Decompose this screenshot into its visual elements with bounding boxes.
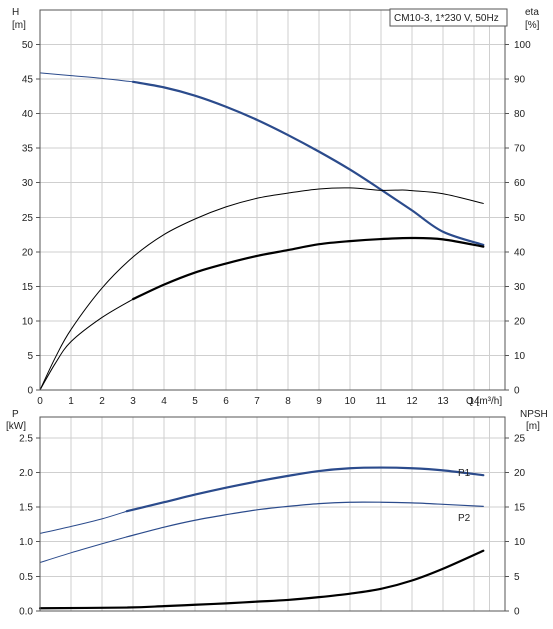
- left-tick-label: 50: [22, 40, 34, 51]
- bottom-left-axis-unit: [kW]: [6, 421, 26, 432]
- left-tick-label: 5: [27, 351, 33, 362]
- top-plot-frame: [39, 9, 506, 391]
- curve-p2-extension: [39, 536, 128, 563]
- left-tick-label: 20: [22, 247, 34, 258]
- top-right-axis-ticks: 0 10 20 30 40 50 60 70 80 90 100: [505, 40, 531, 397]
- top-left-axis-label: H: [12, 7, 19, 18]
- right-tick-label: 60: [514, 178, 526, 189]
- right-tick-label: 40: [514, 247, 526, 258]
- top-grid: [39, 10, 505, 391]
- curve-npsh: [38, 549, 485, 610]
- top-x-axis-unit: Q [m³/h]: [466, 396, 502, 407]
- left-tick-label: 45: [22, 75, 34, 86]
- bottom-right-axis-label: NPSH: [520, 409, 548, 420]
- x-tick-label: 10: [344, 396, 356, 407]
- right-tick-label: 5: [514, 572, 520, 583]
- top-right-axis-unit: [%]: [525, 20, 540, 31]
- top-right-axis-label: eta: [525, 7, 539, 18]
- legend-text: CM10-3, 1*230 V, 50Hz: [394, 13, 499, 24]
- curve-eta_bold: [131, 236, 485, 301]
- top-x-axis-ticks: 0 1 2 3 4 5 6 7 8 9 10 11 12 13 14: [37, 396, 480, 407]
- left-tick-label: 0.0: [19, 607, 33, 618]
- x-tick-label: 2: [99, 396, 105, 407]
- curve-head: [131, 80, 485, 247]
- left-tick-label: 25: [22, 213, 34, 224]
- x-tick-label: 12: [406, 396, 418, 407]
- left-tick-label: 2.5: [19, 433, 33, 444]
- bottom-curves: [38, 466, 485, 610]
- left-tick-label: 0: [27, 386, 33, 397]
- left-tick-label: 0.5: [19, 572, 33, 583]
- right-tick-label: 100: [514, 40, 531, 51]
- right-tick-label: 30: [514, 282, 526, 293]
- x-tick-label: 7: [254, 396, 260, 407]
- left-tick-label: 15: [22, 282, 34, 293]
- top-left-axis-unit: [m]: [12, 20, 26, 31]
- left-tick-label: 30: [22, 178, 34, 189]
- right-tick-label: 0: [514, 607, 520, 618]
- series-label-p1: P1: [458, 468, 471, 479]
- top-left-axis-ticks: 0 5 10 15 20 25 30 35 40 45 50: [22, 40, 40, 397]
- right-tick-label: 20: [514, 468, 526, 479]
- curve-p2: [126, 501, 484, 538]
- right-tick-label: 0: [514, 386, 520, 397]
- x-tick-label: 0: [37, 396, 43, 407]
- x-tick-label: 11: [376, 396, 387, 407]
- bottom-right-axis-unit: [m]: [526, 421, 540, 432]
- x-tick-label: 13: [437, 396, 449, 407]
- x-tick-label: 3: [130, 396, 136, 407]
- bottom-grid: [39, 417, 505, 612]
- curve-eta_thin: [39, 187, 484, 391]
- x-tick-label: 9: [316, 396, 322, 407]
- left-tick-label: 1.0: [19, 537, 33, 548]
- x-tick-label: 5: [192, 396, 198, 407]
- right-tick-label: 10: [514, 537, 526, 548]
- left-tick-label: 10: [22, 316, 34, 327]
- curve-p1: [125, 466, 485, 513]
- left-tick-label: 35: [22, 144, 34, 155]
- left-tick-label: 40: [22, 109, 34, 120]
- series-label-p2: P2: [458, 513, 471, 524]
- right-tick-label: 90: [514, 75, 526, 86]
- right-tick-label: 25: [514, 433, 526, 444]
- right-tick-label: 50: [514, 213, 526, 224]
- x-tick-label: 4: [161, 396, 167, 407]
- bottom-left-axis-ticks: 0.0 0.5 1.0 1.5 2.0 2.5: [19, 433, 40, 618]
- bottom-plot-frame: [39, 416, 506, 612]
- x-tick-label: 8: [285, 396, 291, 407]
- left-tick-label: 1.5: [19, 503, 33, 514]
- curve-eta_bold-extension: [39, 298, 134, 391]
- bottom-left-axis-label: P: [12, 409, 19, 420]
- curve-p1-extension: [39, 510, 128, 534]
- bottom-plot: 0.0 0.5 1.0 1.5 2.0 2.5 0 5 10 15 20 25 P [kW] NPS…: [6, 409, 548, 618]
- bottom-right-axis-ticks: 0 5 10 15 20 25: [505, 433, 526, 618]
- x-tick-label: 6: [223, 396, 229, 407]
- right-tick-label: 70: [514, 144, 526, 155]
- legend-box-frame: [389, 8, 508, 27]
- right-tick-label: 15: [514, 503, 526, 514]
- x-tick-label: 1: [68, 396, 74, 407]
- legend-box: CM10-3, 1*230 V, 50Hz: [389, 8, 508, 27]
- curve-head-extension: [39, 72, 134, 83]
- right-tick-label: 80: [514, 109, 526, 120]
- top-curves: [39, 72, 485, 391]
- left-tick-label: 2.0: [19, 468, 33, 479]
- right-tick-label: 20: [514, 316, 526, 327]
- x-tick-label: 14: [468, 396, 480, 407]
- right-tick-label: 10: [514, 351, 526, 362]
